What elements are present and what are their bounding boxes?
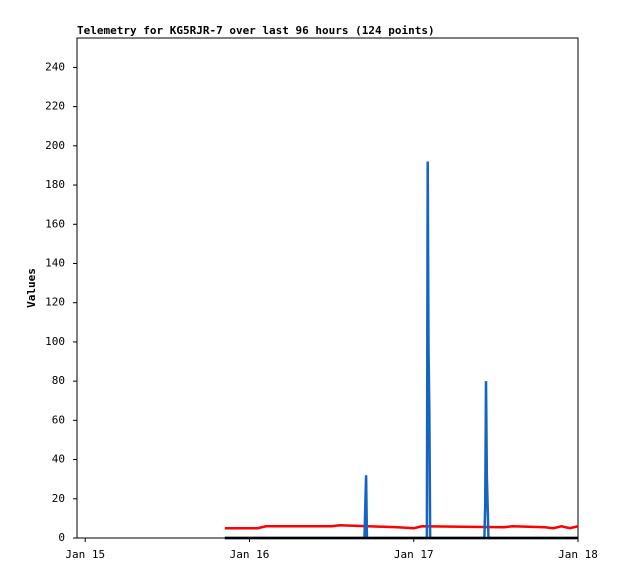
y-tick-label: 200 [45,139,65,152]
x-tick-label: Jan 17 [394,548,434,561]
x-tick-label: Jan 18 [558,548,598,561]
y-tick-label: 0 [58,531,65,544]
chart-title: Telemetry for KG5RJR-7 over last 96 hour… [77,24,435,37]
series-line [224,161,578,540]
series-line [224,524,579,530]
y-tick-label: 100 [45,335,65,348]
y-tick-label: 160 [45,217,65,230]
plot-frame [76,37,579,539]
y-tick-label: 180 [45,178,65,191]
x-tick-label: Jan 15 [65,548,105,561]
y-tick-label: 140 [45,256,65,269]
y-tick-label: 220 [45,100,65,113]
y-tick-label: 80 [52,374,65,387]
y-axis-label: Values [25,268,38,308]
y-tick-label: 120 [45,296,65,309]
y-tick-label: 20 [52,492,65,505]
y-tick-label: 240 [45,60,65,73]
x-tick-label: Jan 16 [230,548,270,561]
y-tick-label: 40 [52,453,65,466]
y-tick-label: 60 [52,413,65,426]
